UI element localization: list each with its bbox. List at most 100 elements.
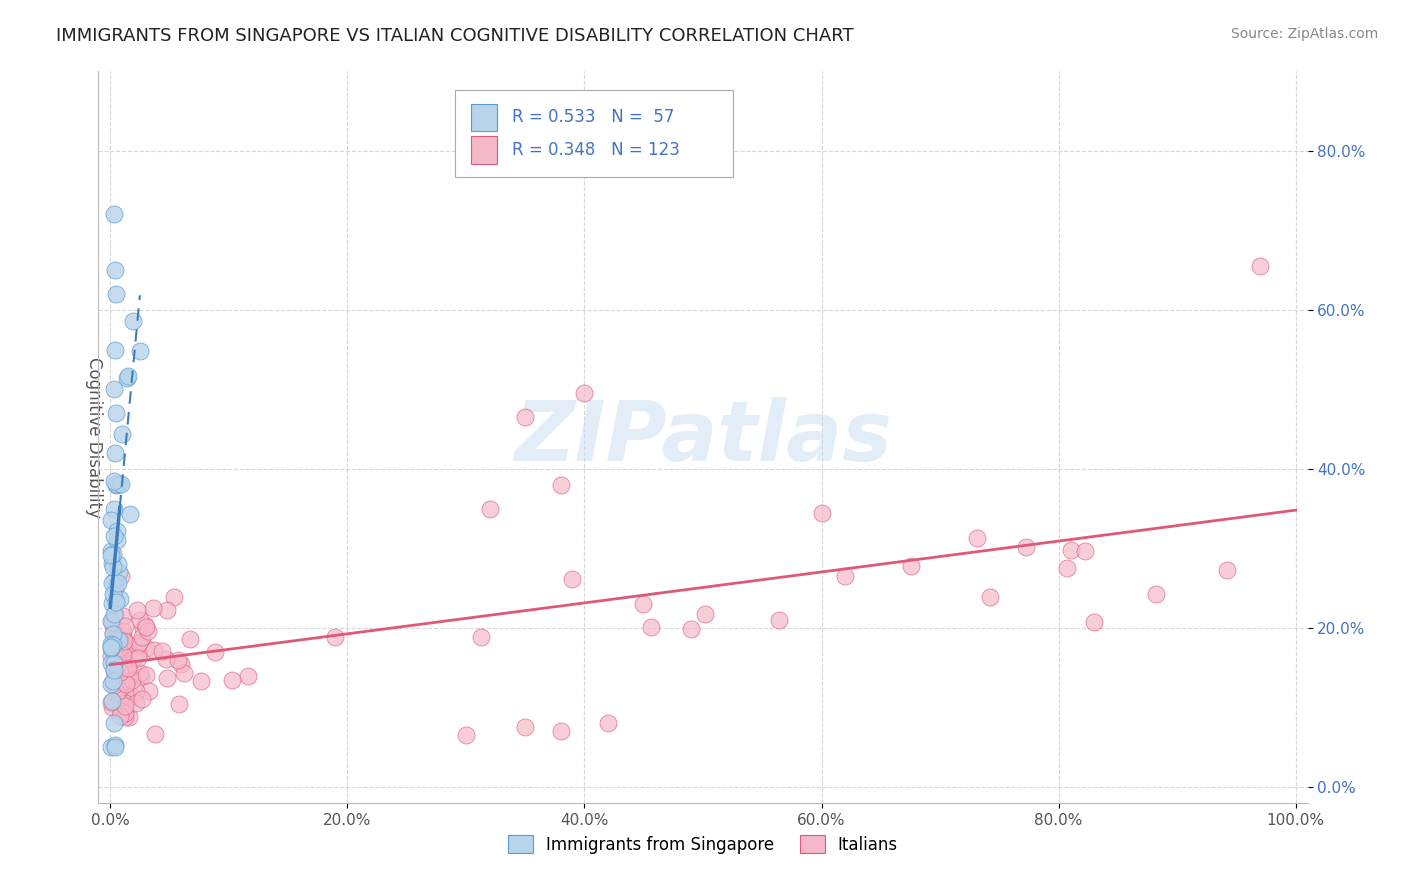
Point — [103, 716, 125, 731]
Point — [117, 661, 139, 675]
Point — [110, 704, 132, 718]
Point — [129, 343, 152, 358]
Point — [1083, 615, 1105, 629]
Point — [561, 572, 583, 586]
Point — [167, 697, 190, 711]
Point — [122, 314, 145, 328]
Point — [105, 686, 128, 700]
Point — [101, 575, 124, 590]
Point — [101, 700, 124, 714]
Point — [108, 634, 131, 648]
Legend: Immigrants from Singapore, Italians: Immigrants from Singapore, Italians — [502, 829, 904, 860]
Point — [101, 596, 124, 610]
Point — [104, 740, 127, 755]
Point — [179, 632, 201, 647]
Point — [101, 694, 124, 708]
Point — [128, 613, 150, 627]
Point — [478, 501, 501, 516]
Point — [640, 620, 662, 634]
Point — [143, 727, 166, 741]
Point — [103, 574, 125, 588]
Point — [550, 477, 572, 491]
Y-axis label: Cognitive Disability: Cognitive Disability — [84, 357, 103, 517]
Point — [104, 343, 127, 357]
Point — [105, 595, 128, 609]
Point — [138, 684, 160, 698]
Point — [103, 663, 125, 677]
Point — [104, 446, 127, 460]
Text: R = 0.533   N =  57: R = 0.533 N = 57 — [512, 109, 675, 127]
Point — [112, 638, 135, 652]
Point — [221, 673, 243, 687]
Point — [128, 636, 150, 650]
Point — [100, 656, 122, 670]
Point — [129, 670, 152, 684]
Point — [118, 508, 141, 522]
Point — [156, 671, 179, 685]
Point — [103, 547, 125, 561]
Point — [114, 706, 136, 721]
Point — [1074, 543, 1097, 558]
Point — [150, 643, 173, 657]
Point — [104, 674, 127, 689]
Point — [163, 591, 186, 605]
Point — [100, 615, 122, 630]
Point — [112, 654, 135, 668]
Point — [132, 622, 155, 636]
Point — [124, 696, 146, 710]
Point — [142, 601, 165, 615]
Point — [900, 558, 922, 573]
Point — [103, 657, 125, 671]
Point — [114, 619, 136, 633]
Point — [142, 643, 165, 657]
Point — [107, 632, 129, 646]
Point — [100, 740, 122, 755]
Point — [166, 653, 188, 667]
Point — [108, 683, 131, 698]
Point — [122, 650, 145, 665]
Point — [125, 603, 148, 617]
Point — [515, 410, 537, 425]
Point — [454, 728, 477, 742]
FancyBboxPatch shape — [471, 136, 498, 164]
Point — [834, 569, 856, 583]
Point — [105, 477, 128, 491]
Point — [111, 426, 134, 441]
Point — [105, 626, 128, 640]
Point — [515, 720, 537, 734]
Point — [101, 674, 124, 689]
Point — [1060, 542, 1083, 557]
Point — [108, 641, 131, 656]
Point — [115, 677, 138, 691]
Point — [103, 501, 125, 516]
Point — [631, 597, 654, 611]
Point — [115, 640, 138, 654]
Point — [236, 669, 259, 683]
Point — [136, 624, 159, 638]
Point — [104, 738, 127, 752]
Point — [104, 663, 127, 677]
Point — [107, 635, 129, 649]
Point — [127, 639, 149, 653]
Point — [112, 634, 135, 648]
Point — [111, 630, 134, 644]
Point — [100, 677, 122, 691]
FancyBboxPatch shape — [471, 103, 498, 131]
Point — [117, 369, 139, 384]
Point — [810, 506, 832, 520]
Point — [101, 559, 124, 574]
Text: IMMIGRANTS FROM SINGAPORE VS ITALIAN COGNITIVE DISABILITY CORRELATION CHART: IMMIGRANTS FROM SINGAPORE VS ITALIAN COG… — [56, 27, 853, 45]
Point — [101, 641, 124, 656]
Point — [100, 640, 122, 654]
Point — [134, 617, 156, 632]
Point — [105, 287, 128, 301]
Point — [107, 575, 129, 590]
Point — [114, 698, 136, 713]
Point — [966, 531, 988, 545]
Point — [105, 524, 128, 539]
Point — [470, 630, 492, 644]
Point — [103, 607, 125, 621]
Point — [104, 607, 127, 621]
Point — [129, 666, 152, 681]
Point — [100, 641, 122, 656]
